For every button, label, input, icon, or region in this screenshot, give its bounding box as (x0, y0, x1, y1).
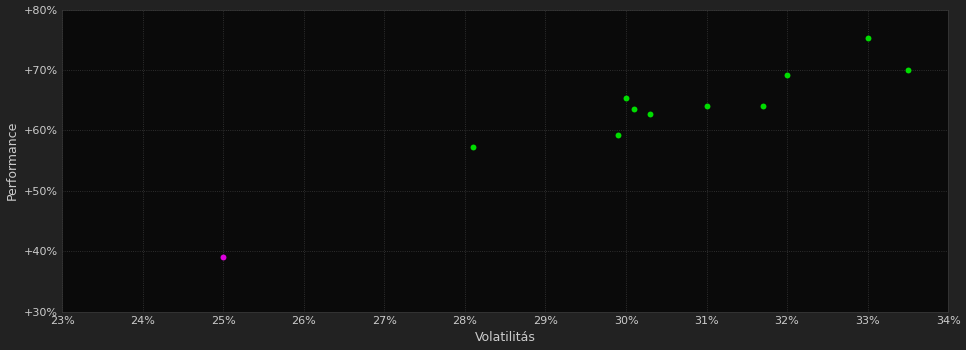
Point (618, 96, 634, 101)
X-axis label: Volatilitás: Volatilitás (475, 331, 536, 344)
Point (215, 254, 231, 260)
Point (780, 72, 795, 78)
Point (611, 132, 626, 138)
Point (698, 104, 714, 109)
Point (900, 67, 916, 73)
Point (642, 111, 658, 117)
Point (755, 104, 771, 109)
Point (860, 35, 875, 41)
Point (626, 106, 641, 111)
Y-axis label: Performance: Performance (6, 121, 18, 200)
Point (466, 144, 481, 149)
